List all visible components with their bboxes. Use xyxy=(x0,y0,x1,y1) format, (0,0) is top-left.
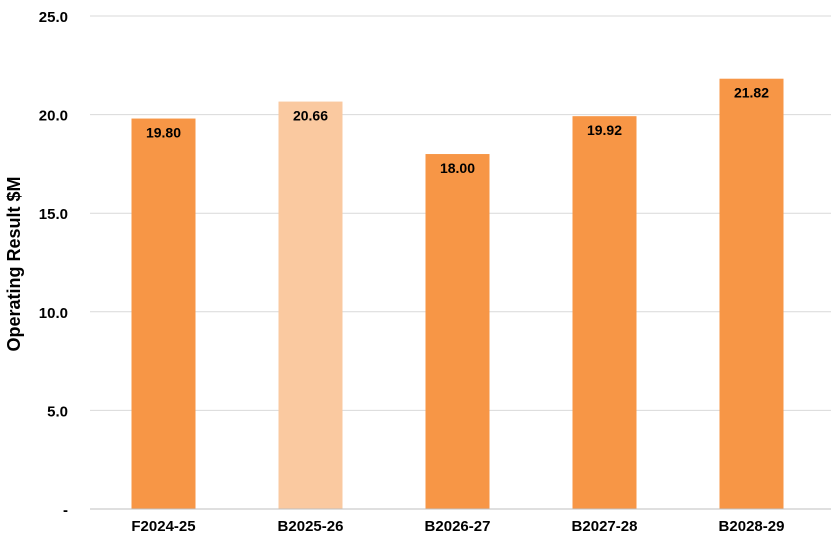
y-tick-label: 5.0 xyxy=(47,403,68,420)
x-tick-label: B2025-26 xyxy=(278,518,344,535)
bars xyxy=(131,78,784,510)
x-tick-label: F2024-25 xyxy=(131,518,195,535)
data-label: 19.80 xyxy=(146,125,181,141)
bar-b2026-27 xyxy=(425,154,490,510)
data-label: 21.82 xyxy=(734,85,769,101)
y-tick-label: 10.0 xyxy=(39,305,68,322)
x-tick-label: B2028-29 xyxy=(719,518,785,535)
y-axis-title: Operating Result $M xyxy=(4,176,24,351)
y-tick-label: - xyxy=(63,502,68,519)
data-labels: 19.80 20.66 18.00 19.92 21.82 xyxy=(146,85,769,176)
bar-f2024-25 xyxy=(131,118,196,509)
y-tick-labels: - 5.0 10.0 15.0 20.0 25.0 xyxy=(39,9,68,519)
y-tick-label: 20.0 xyxy=(39,108,68,125)
data-label: 20.66 xyxy=(293,108,328,124)
x-tick-labels: F2024-25 B2025-26 B2026-27 B2027-28 B2028-29 xyxy=(131,518,784,535)
x-tick-label: B2026-27 xyxy=(425,518,491,535)
bar-b2028-29 xyxy=(719,78,784,510)
bar-b2027-28 xyxy=(572,116,637,509)
x-tick-label: B2027-28 xyxy=(572,518,638,535)
y-tick-label: 15.0 xyxy=(39,206,68,223)
y-tick-label: 25.0 xyxy=(39,9,68,26)
data-label: 18.00 xyxy=(440,160,475,176)
bar-b2025-26 xyxy=(278,101,343,509)
data-label: 19.92 xyxy=(587,122,622,138)
